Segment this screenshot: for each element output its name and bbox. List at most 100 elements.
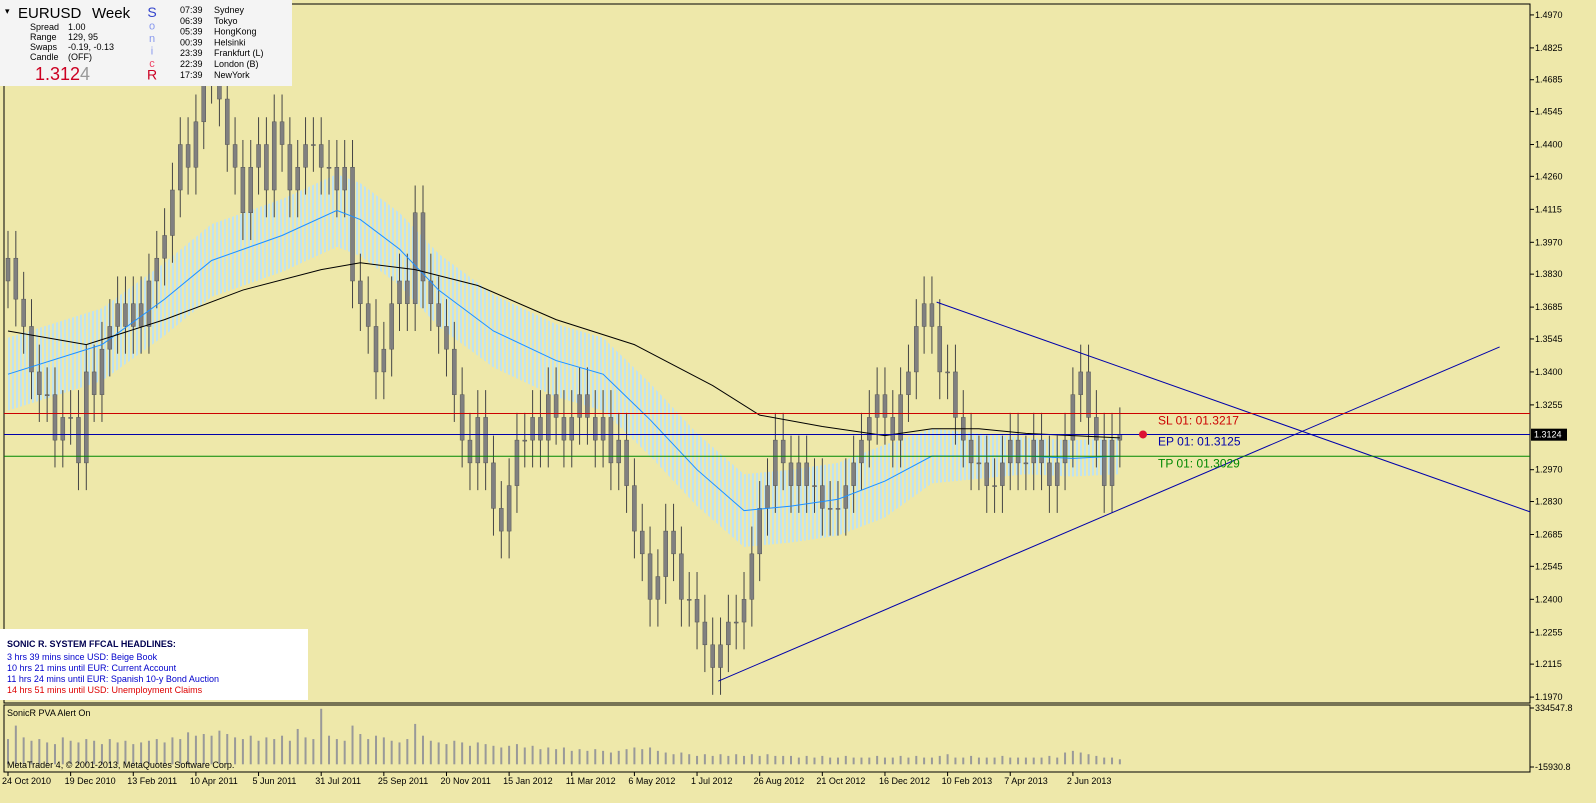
candle-body [992, 485, 997, 487]
x-tick-label: 25 Sep 2011 [378, 776, 428, 786]
price-label: 1.3124 [1534, 430, 1562, 440]
headline: 10 hrs 21 mins until EUR: Current Accoun… [7, 663, 177, 673]
candle-body [123, 303, 128, 327]
volume-bar [743, 755, 746, 765]
volume-bar [445, 744, 448, 765]
candle-body [945, 371, 950, 374]
candle-body [358, 280, 363, 304]
volume-bar [649, 747, 652, 765]
candle-body [185, 144, 191, 168]
volume-bar [273, 739, 276, 765]
candle-body [459, 394, 465, 441]
info-value: (OFF) [68, 52, 92, 62]
candle-body [585, 394, 590, 418]
candle-body [749, 553, 755, 600]
candle-body [5, 257, 11, 282]
candle-body [44, 394, 50, 396]
candle-body [874, 394, 880, 418]
volume-bar [727, 755, 730, 765]
candle-body [765, 485, 770, 509]
x-tick-label: 20 Nov 2011 [440, 776, 490, 786]
candle-body [514, 439, 520, 486]
volume-bar [735, 754, 738, 765]
session-city: London (B) [214, 59, 259, 69]
band-area [8, 174, 1120, 548]
y-tick-label: 1.4685 [1535, 75, 1563, 85]
candle-body [1023, 462, 1029, 465]
volume-bar [1009, 757, 1012, 765]
candle-body [287, 144, 293, 191]
volume-bar [1095, 755, 1098, 765]
session-time: 06:39 [180, 16, 203, 26]
candle-body [851, 462, 856, 486]
candle-body [37, 371, 42, 395]
info-label: Spread [30, 22, 59, 32]
volume-bar [515, 744, 518, 765]
volume-bar [492, 745, 495, 765]
volume-bar [954, 757, 957, 765]
y-tick-label: 1.2970 [1535, 465, 1563, 475]
volume-bar [484, 744, 487, 765]
volume-bar [821, 755, 824, 765]
candle-body [796, 462, 802, 486]
volume-bar [852, 757, 855, 765]
volume-bar [876, 755, 879, 765]
volume-bar [1032, 757, 1035, 765]
volume-bar [1040, 757, 1043, 765]
volume-bar [382, 737, 385, 765]
volume-bar [547, 747, 550, 765]
volume-bar [703, 754, 706, 765]
x-tick-label: 31 Jul 2011 [315, 776, 361, 786]
candle-body [452, 348, 457, 395]
volume-bar [124, 740, 127, 765]
x-tick-label: 21 Oct 2012 [816, 776, 865, 786]
candle-body [632, 485, 637, 532]
indicator-window [3, 704, 1531, 773]
y-tick-label: 1.2545 [1535, 561, 1563, 571]
volume-bar [1111, 757, 1114, 765]
volume-bar [711, 755, 714, 765]
volume-bar [328, 735, 331, 765]
candle-body [381, 348, 387, 373]
candle-body [29, 326, 34, 373]
session-time: 00:39 [180, 37, 203, 47]
y-tick-label: 1.3830 [1535, 269, 1563, 279]
volume-bar [993, 757, 996, 765]
candle-body [146, 280, 152, 327]
info-panel [0, 0, 292, 86]
sonic-letter: c [149, 58, 155, 70]
volume-bar [868, 757, 871, 765]
volume-bar [633, 747, 636, 765]
volume-bar [907, 757, 910, 765]
level-label: EP 01: 01.3125 [1158, 434, 1241, 448]
volume-bar [14, 725, 17, 765]
y-tick-label: 1.2115 [1535, 659, 1562, 669]
candle-body [530, 417, 535, 441]
volume-bar [656, 750, 659, 765]
candle-body [616, 439, 621, 464]
info-label: Swaps [30, 42, 58, 52]
y-tick-label: 1.2685 [1535, 530, 1563, 540]
volume-bar [476, 742, 479, 765]
volume-bar [22, 737, 25, 765]
candle-body [827, 508, 833, 510]
y-tick-label: 1.4545 [1535, 107, 1563, 117]
candle-body [311, 144, 316, 146]
candle-body [13, 257, 19, 300]
volume-bar [375, 735, 378, 765]
volume-bar [782, 755, 785, 765]
price: 1.3124 [35, 64, 90, 84]
y-tick-label: 1.4400 [1535, 140, 1563, 150]
candle-body [733, 621, 739, 624]
x-tick-label: 2 Jun 2013 [1067, 776, 1112, 786]
volume-bar [680, 752, 683, 765]
main-window [3, 3, 1531, 704]
y-tick-label: 1.4115 [1535, 204, 1562, 214]
volume-bar [320, 708, 323, 765]
candle-body [538, 417, 543, 441]
dropdown-arrow[interactable]: ▾ [5, 6, 10, 16]
volume-bar [257, 740, 260, 765]
volume-bar [860, 757, 863, 765]
candle-body [131, 303, 136, 327]
volume-bar [1056, 757, 1059, 765]
